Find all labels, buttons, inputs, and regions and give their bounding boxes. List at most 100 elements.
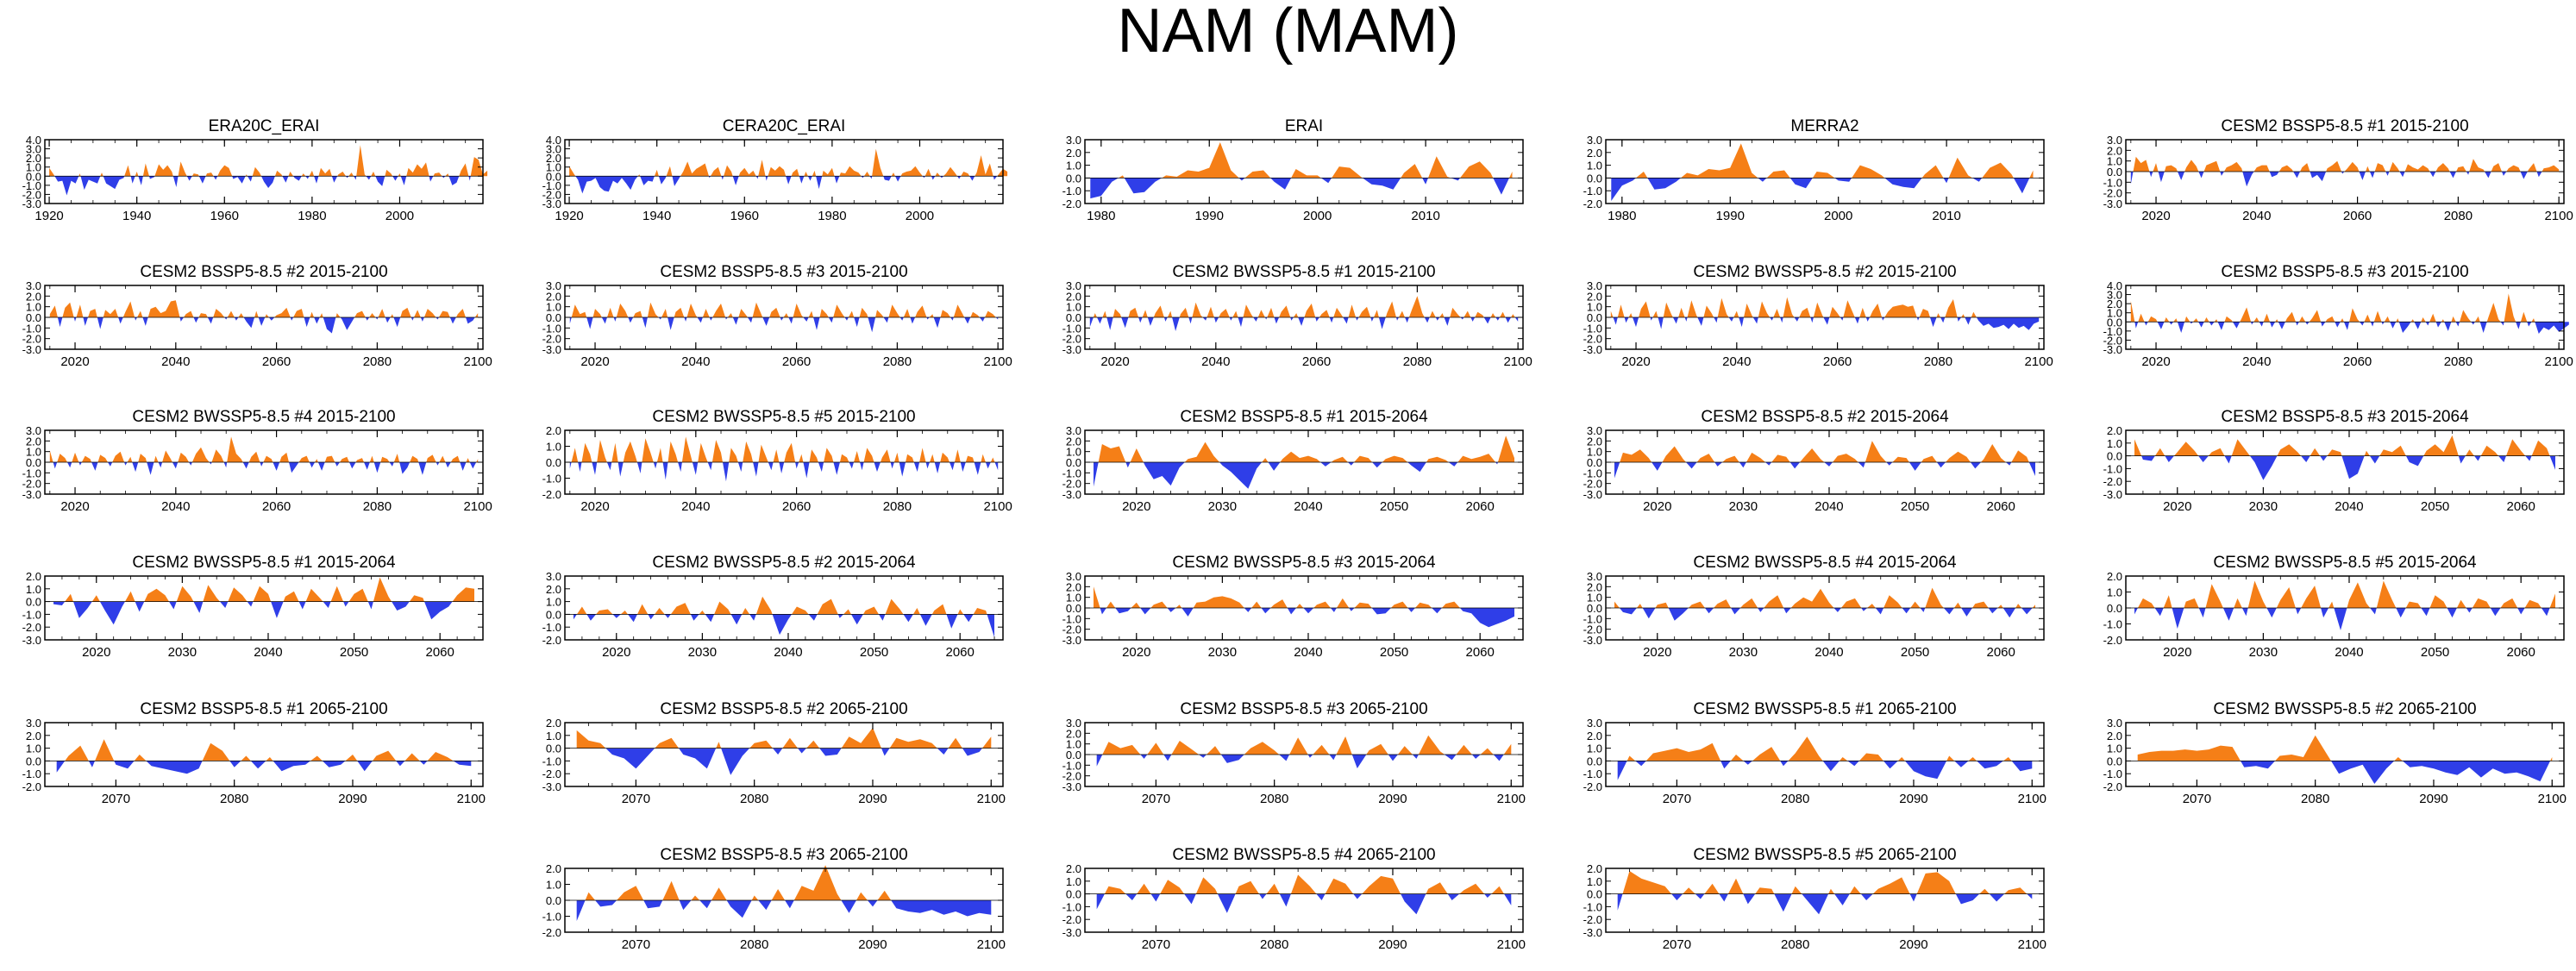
panel-8: CESM2 BWSSP5-8.5 #1 2015-2100 3.02.01.00.… bbox=[1062, 263, 1532, 369]
y-tick-label: 2.0 bbox=[1587, 147, 1602, 160]
y-tick-label: 0.0 bbox=[546, 456, 561, 469]
x-tick-label: 2030 bbox=[688, 645, 717, 660]
panel-11: CESM2 BWSSP5-8.5 #4 2015-2100 3.02.01.00.… bbox=[22, 408, 492, 514]
x-tick-label: 2030 bbox=[1208, 645, 1237, 660]
positive-area bbox=[1094, 586, 1514, 608]
y-tick-label: -1.0 bbox=[542, 473, 561, 486]
y-tick-label: 2.0 bbox=[1587, 862, 1602, 875]
x-tick-label: 2060 bbox=[1823, 354, 1852, 369]
x-tick-label: 2070 bbox=[622, 792, 650, 806]
y-tick-label: 2.0 bbox=[546, 862, 561, 875]
y-tick-label: -3.0 bbox=[22, 634, 41, 647]
panel-title: CESM2 BWSSP5-8.5 #4 2015-2064 bbox=[1693, 554, 1957, 572]
x-tick-label: 2090 bbox=[1899, 792, 1927, 806]
x-tick-label: 2050 bbox=[1901, 499, 1929, 514]
y-tick-label: 4.0 bbox=[2107, 279, 2122, 292]
y-tick-label: 2.0 bbox=[26, 290, 41, 303]
y-tick-label: 1.0 bbox=[1066, 592, 1081, 605]
y-tick-label: 2.0 bbox=[1066, 147, 1081, 160]
x-tick-label: 2080 bbox=[883, 499, 912, 514]
y-tick-label: 0.0 bbox=[546, 742, 561, 755]
y-tick-label: -1.0 bbox=[1583, 612, 1602, 625]
y-tick-label: 0.0 bbox=[546, 894, 561, 907]
plot-frame bbox=[44, 575, 484, 641]
panel-title: CESM2 BWSSP5-8.5 #2 2015-2100 bbox=[1693, 263, 1956, 281]
y-tick-label: 1.0 bbox=[546, 596, 561, 609]
negative-area bbox=[1090, 178, 1513, 199]
y-tick-label: 1.0 bbox=[26, 583, 41, 596]
x-tick-label: 2060 bbox=[1466, 499, 1495, 514]
y-tick-label: 3.0 bbox=[546, 143, 561, 156]
panel-title: CESM2 BWSSP5-8.5 #1 2065-2100 bbox=[1693, 700, 1956, 718]
positive-area bbox=[569, 436, 999, 462]
x-tick-label: 1960 bbox=[210, 209, 239, 223]
y-tick-label: 2.0 bbox=[1587, 580, 1602, 593]
x-tick-label: 2100 bbox=[977, 937, 1006, 952]
x-tick-label: 2100 bbox=[1497, 792, 1526, 806]
x-tick-label: 2040 bbox=[161, 354, 190, 369]
panel-16: CESM2 BWSSP5-8.5 #1 2015-2064 2.01.00.0-1… bbox=[22, 554, 484, 660]
y-tick-label: 1.0 bbox=[546, 441, 561, 454]
y-tick-label: 3.0 bbox=[1587, 134, 1602, 147]
y-tick-label: -2.0 bbox=[2103, 780, 2122, 793]
x-tick-label: 2020 bbox=[60, 354, 89, 369]
x-tick-label: 2060 bbox=[946, 645, 975, 660]
panel-22: CESM2 BSSP5-8.5 #2 2065-2100 2.01.00.0-1.… bbox=[542, 700, 1006, 806]
y-tick-label: -3.0 bbox=[1062, 634, 1081, 647]
y-tick-label: 3.0 bbox=[1066, 717, 1081, 730]
x-tick-label: 2050 bbox=[2421, 645, 2449, 660]
y-tick-label: 0.0 bbox=[546, 170, 561, 183]
x-tick-label: 2080 bbox=[1260, 937, 1288, 952]
y-tick-label: 1.0 bbox=[1066, 875, 1081, 888]
x-tick-label: 2060 bbox=[782, 354, 811, 369]
panel-title: CESM2 BWSSP5-8.5 #5 2065-2100 bbox=[1693, 846, 1956, 864]
x-tick-label: 2060 bbox=[1466, 645, 1495, 660]
positive-area bbox=[49, 436, 479, 462]
x-tick-label: 2090 bbox=[338, 792, 367, 806]
x-tick-label: 2050 bbox=[2421, 499, 2449, 514]
y-tick-label: -1.0 bbox=[22, 767, 41, 780]
x-tick-label: 2010 bbox=[1411, 209, 1439, 223]
y-tick-label: -1.0 bbox=[2103, 618, 2122, 631]
panel-title: CESM2 BSSP5-8.5 #3 2015-2100 bbox=[660, 263, 907, 281]
plot-frame bbox=[564, 575, 1004, 641]
panel-title: CESM2 BWSSP5-8.5 #2 2015-2064 bbox=[652, 554, 916, 572]
y-tick-label: 4.0 bbox=[546, 134, 561, 147]
y-tick-label: -1.0 bbox=[1583, 467, 1602, 479]
x-tick-label: 2000 bbox=[385, 209, 414, 223]
x-tick-label: 2050 bbox=[860, 645, 888, 660]
plot-frame bbox=[564, 139, 1004, 204]
y-tick-label: -1.0 bbox=[542, 179, 561, 192]
panel-18: CESM2 BWSSP5-8.5 #3 2015-2064 3.02.01.00.… bbox=[1062, 554, 1524, 660]
x-tick-label: 2090 bbox=[2419, 792, 2448, 806]
y-tick-label: 2.0 bbox=[1066, 727, 1081, 740]
negative-area bbox=[569, 317, 999, 333]
plot-frame bbox=[564, 722, 1004, 787]
y-tick-label: -2.0 bbox=[1583, 197, 1602, 210]
y-tick-label: 1.0 bbox=[546, 301, 561, 314]
y-tick-label: -2.0 bbox=[1583, 333, 1602, 346]
x-tick-label: 2040 bbox=[1722, 354, 1751, 369]
x-tick-label: 2030 bbox=[1729, 499, 1758, 514]
y-tick-label: 0.0 bbox=[546, 311, 561, 324]
x-tick-label: 2020 bbox=[60, 499, 89, 514]
x-tick-label: 2060 bbox=[262, 499, 291, 514]
y-tick-label: -2.0 bbox=[1062, 333, 1081, 346]
x-tick-label: 2060 bbox=[2507, 645, 2535, 660]
y-tick-label: 0.0 bbox=[2107, 450, 2122, 463]
x-tick-label: 2020 bbox=[82, 645, 110, 660]
y-tick-label: -1.0 bbox=[2103, 462, 2122, 475]
x-tick-label: 2020 bbox=[580, 354, 609, 369]
y-tick-label: 0.0 bbox=[1587, 172, 1602, 185]
y-tick-label: 3.0 bbox=[1587, 570, 1602, 583]
x-tick-label: 2060 bbox=[2507, 499, 2535, 514]
x-tick-label: 2020 bbox=[2141, 354, 2170, 369]
y-tick-label: 3.0 bbox=[2107, 289, 2122, 302]
y-tick-label: -3.0 bbox=[1062, 343, 1081, 356]
negative-area bbox=[1096, 893, 1512, 915]
x-tick-label: 1940 bbox=[642, 209, 671, 223]
x-tick-label: 2020 bbox=[1643, 499, 1671, 514]
x-tick-label: 2060 bbox=[262, 354, 291, 369]
y-tick-label: 2.0 bbox=[546, 717, 561, 730]
y-tick-label: 3.0 bbox=[1066, 424, 1081, 437]
